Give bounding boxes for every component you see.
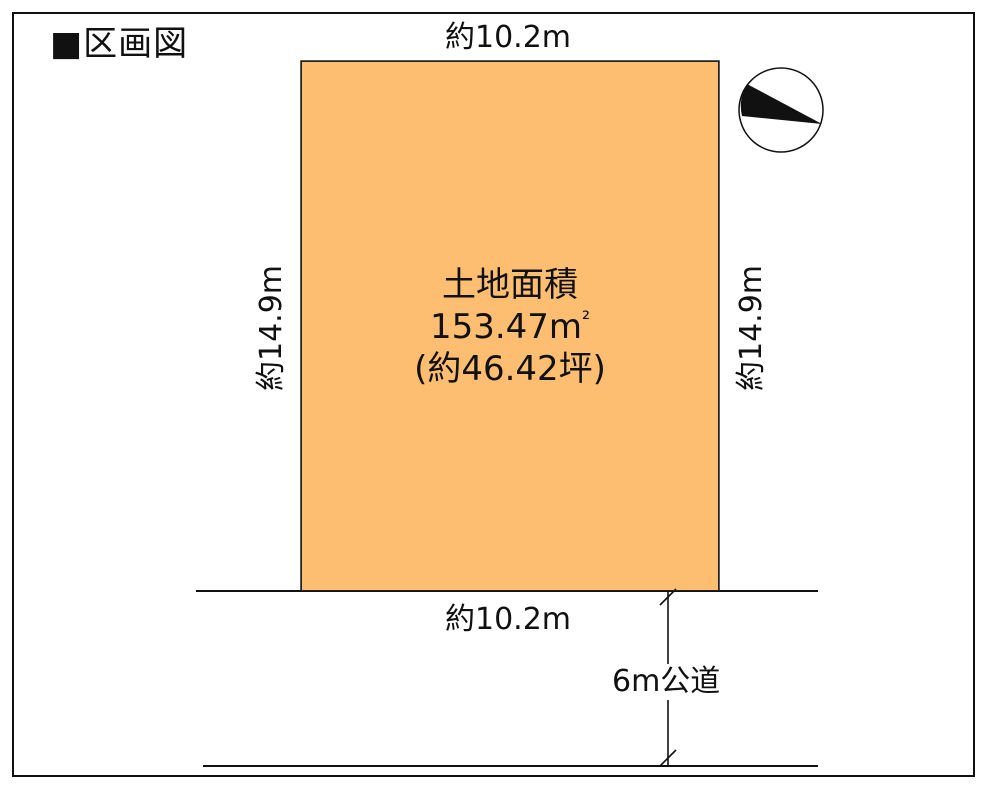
land-area-heading: 土地面積 (442, 265, 578, 305)
right-depth-label: 約14.9m (734, 264, 769, 392)
land-area-value: 153.47m (429, 307, 583, 347)
lot-parcel: 土地面積 153.47m² (約46.42坪) (301, 61, 719, 591)
page-title: ■区画図 (50, 24, 189, 64)
road-label: 6m公道 (610, 664, 723, 700)
land-area-unit-superscript: ² (582, 306, 591, 331)
land-area-tsubo: (約46.42坪) (414, 349, 606, 389)
bottom-width-label: 約10.2m (445, 602, 572, 637)
left-depth-label: 約14.9m (254, 264, 289, 392)
land-area-square-meters: 153.47m² (302, 306, 718, 348)
drawing-frame (12, 12, 975, 777)
road-width-tick-top (659, 588, 677, 606)
land-area-block: 土地面積 153.47m² (約46.42坪) (302, 264, 718, 390)
north-arrow-compass-icon (738, 67, 824, 153)
top-width-label: 約10.2m (445, 20, 572, 55)
road-width-tick-bottom (659, 749, 677, 767)
lot-parcel-shape (300, 60, 720, 592)
